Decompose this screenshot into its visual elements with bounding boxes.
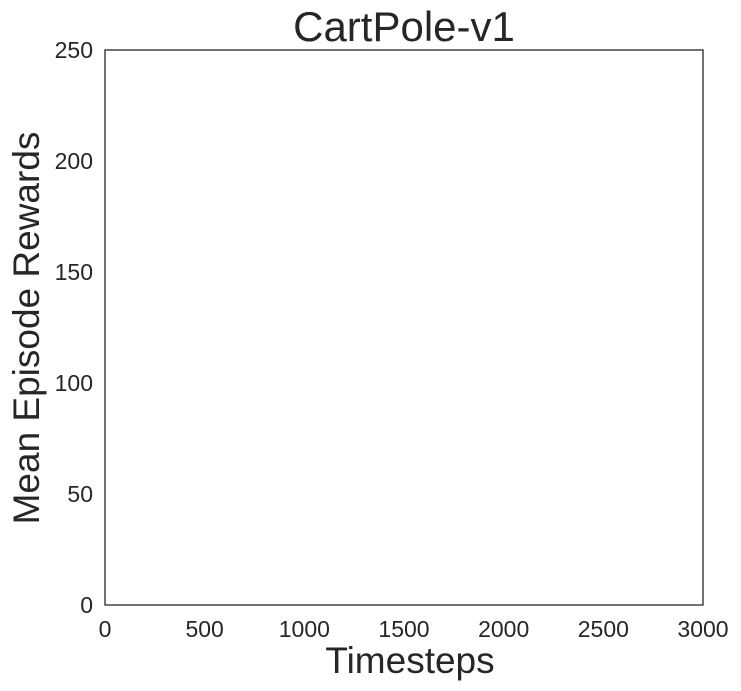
y-tick-label: 200	[55, 148, 93, 174]
x-tick-label: 3000	[677, 616, 728, 642]
x-tick-label: 1000	[279, 616, 330, 642]
y-tick-label: 50	[67, 481, 93, 507]
plot-area	[104, 49, 704, 606]
y-tick-label: 250	[55, 37, 93, 63]
x-tick-label: 0	[99, 616, 112, 642]
x-axis-label: Timesteps	[325, 640, 494, 681]
x-tick-label: 2500	[578, 616, 629, 642]
x-axis-ticks: 0 500 1000 1500 2000 2500 3000	[99, 616, 729, 642]
x-tick-label: 1500	[378, 616, 429, 642]
y-axis-ticks: 0 50 100 150 200 250	[55, 37, 93, 618]
y-tick-label: 0	[80, 592, 93, 618]
x-tick-label: 2000	[478, 616, 529, 642]
x-tick-label: 500	[185, 616, 223, 642]
y-axis-label: Mean Episode Rewards	[6, 132, 47, 525]
chart-title: CartPole-v1	[293, 3, 515, 50]
y-tick-label: 100	[55, 370, 93, 396]
y-tick-label: 150	[55, 259, 93, 285]
